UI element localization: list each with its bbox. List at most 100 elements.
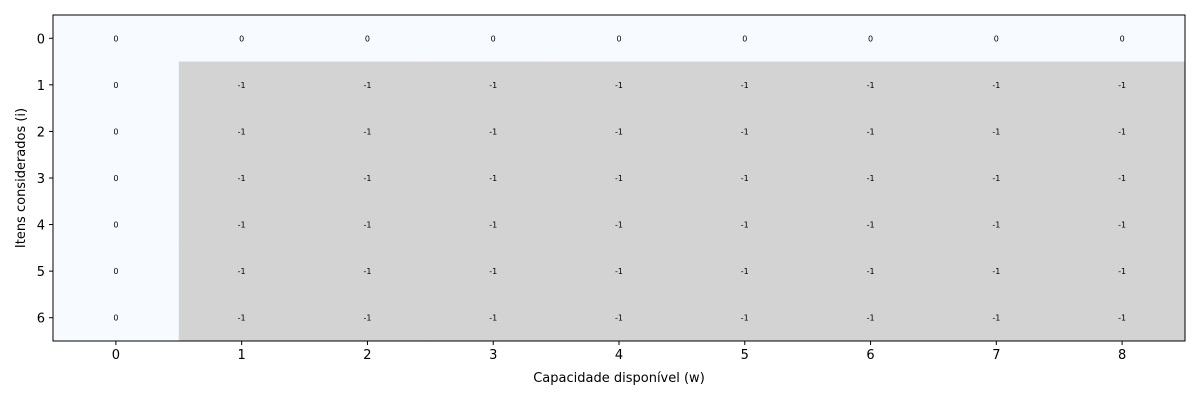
heatmap-cell-labels: 0 0 0 0 0 0 0 0 0 0 -1 -1 -1 -1 -1 -1 -1 -1 0 -1 -1 -1 -1 -1 -1 -… — [113, 34, 1126, 322]
x-tick-label: 5 — [741, 348, 749, 363]
heatmap-cell — [681, 61, 809, 109]
cell-value-label: -1 — [992, 174, 1000, 183]
cell-value-label: 0 — [113, 174, 118, 183]
heatmap-cell — [807, 61, 934, 109]
heatmap-cell — [681, 154, 809, 202]
cell-value-label: -1 — [615, 314, 623, 323]
heatmap-cell — [53, 294, 180, 342]
heatmap-cell — [933, 247, 1060, 295]
cell-value-label: 0 — [742, 34, 747, 43]
cell-value-label: 0 — [868, 34, 873, 43]
cell-value-label: -1 — [489, 127, 497, 136]
x-axis-ticks: 0 1 2 3 4 5 6 7 8 — [112, 341, 1126, 363]
heatmap-cell — [430, 294, 557, 342]
y-axis-ticks: 0 1 2 3 4 5 6 — [37, 32, 53, 327]
heatmap-cell — [304, 154, 431, 202]
heatmap-cell — [304, 201, 431, 249]
heatmap-cell — [430, 247, 557, 295]
heatmap-cell — [933, 108, 1060, 156]
y-tick-label: 0 — [37, 32, 45, 47]
cell-value-label: -1 — [363, 81, 371, 90]
y-tick-label: 1 — [37, 79, 45, 94]
cell-value-label: 0 — [113, 314, 118, 323]
heatmap-cell — [304, 108, 431, 156]
cell-value-label: 0 — [239, 34, 244, 43]
cell-value-label: -1 — [238, 314, 246, 323]
heatmap-cell — [53, 154, 180, 202]
heatmap-cell — [1059, 201, 1186, 249]
x-tick-label: 1 — [238, 348, 246, 363]
heatmap-cell — [53, 247, 180, 295]
heatmap-cell — [178, 154, 306, 202]
x-tick-label: 4 — [615, 348, 623, 363]
heatmap-cell — [681, 247, 809, 295]
heatmap-cell — [304, 294, 431, 342]
heatmap-cell — [53, 15, 180, 63]
heatmap-cell — [1059, 247, 1186, 295]
cell-value-label: -1 — [1118, 127, 1126, 136]
heatmap-cell — [1059, 108, 1186, 156]
heatmap-cell — [178, 61, 306, 109]
heatmap-cell — [556, 108, 683, 156]
cell-value-label: -1 — [615, 127, 623, 136]
cell-value-label: -1 — [867, 314, 875, 323]
heatmap-cell — [807, 108, 934, 156]
heatmap-cell — [178, 108, 306, 156]
heatmap-cell — [53, 61, 180, 109]
cell-value-label: -1 — [867, 174, 875, 183]
cell-value-label: -1 — [363, 174, 371, 183]
cell-value-label: 0 — [365, 34, 370, 43]
cell-value-label: -1 — [489, 267, 497, 276]
heatmap-cell — [304, 247, 431, 295]
cell-value-label: -1 — [615, 174, 623, 183]
heatmap-cell — [933, 201, 1060, 249]
cell-value-label: -1 — [615, 267, 623, 276]
cell-value-label: -1 — [238, 81, 246, 90]
y-axis-label: Itens considerados (i) — [14, 108, 29, 248]
cell-value-label: -1 — [363, 221, 371, 230]
cell-value-label: -1 — [363, 127, 371, 136]
x-tick-label: 8 — [1118, 348, 1126, 363]
cell-value-label: -1 — [615, 221, 623, 230]
heatmap-cell — [1059, 294, 1186, 342]
cell-value-label: 0 — [491, 34, 496, 43]
cell-value-label: -1 — [741, 127, 749, 136]
heatmap-cell — [556, 294, 683, 342]
heatmap-cell — [304, 15, 431, 63]
x-tick-label: 0 — [112, 348, 120, 363]
heatmap-cell — [556, 15, 683, 63]
heatmap-cells — [53, 15, 1186, 342]
heatmap-cell — [681, 294, 809, 342]
heatmap-cell — [933, 294, 1060, 342]
cell-value-label: -1 — [363, 267, 371, 276]
heatmap-cell — [430, 201, 557, 249]
cell-value-label: 0 — [113, 127, 118, 136]
y-tick-label: 6 — [37, 312, 45, 327]
cell-value-label: -1 — [238, 221, 246, 230]
heatmap-cell — [681, 15, 809, 63]
cell-value-label: -1 — [489, 174, 497, 183]
heatmap-cell — [681, 201, 809, 249]
cell-value-label: -1 — [741, 221, 749, 230]
heatmap-cell — [933, 154, 1060, 202]
cell-value-label: 0 — [994, 34, 999, 43]
heatmap-cell — [807, 154, 934, 202]
cell-value-label: -1 — [615, 81, 623, 90]
heatmap-cell — [1059, 61, 1186, 109]
cell-value-label: 0 — [113, 221, 118, 230]
heatmap-cell — [556, 61, 683, 109]
heatmap-cell — [807, 15, 934, 63]
cell-value-label: -1 — [867, 127, 875, 136]
cell-value-label: 0 — [113, 34, 118, 43]
cell-value-label: -1 — [1118, 81, 1126, 90]
cell-value-label: 0 — [616, 34, 621, 43]
heatmap-cell — [178, 294, 306, 342]
cell-value-label: -1 — [741, 81, 749, 90]
cell-value-label: -1 — [238, 127, 246, 136]
y-tick-label: 5 — [37, 265, 45, 280]
cell-value-label: -1 — [363, 314, 371, 323]
y-tick-label: 3 — [37, 172, 45, 187]
cell-value-label: -1 — [238, 267, 246, 276]
heatmap-cell — [556, 201, 683, 249]
